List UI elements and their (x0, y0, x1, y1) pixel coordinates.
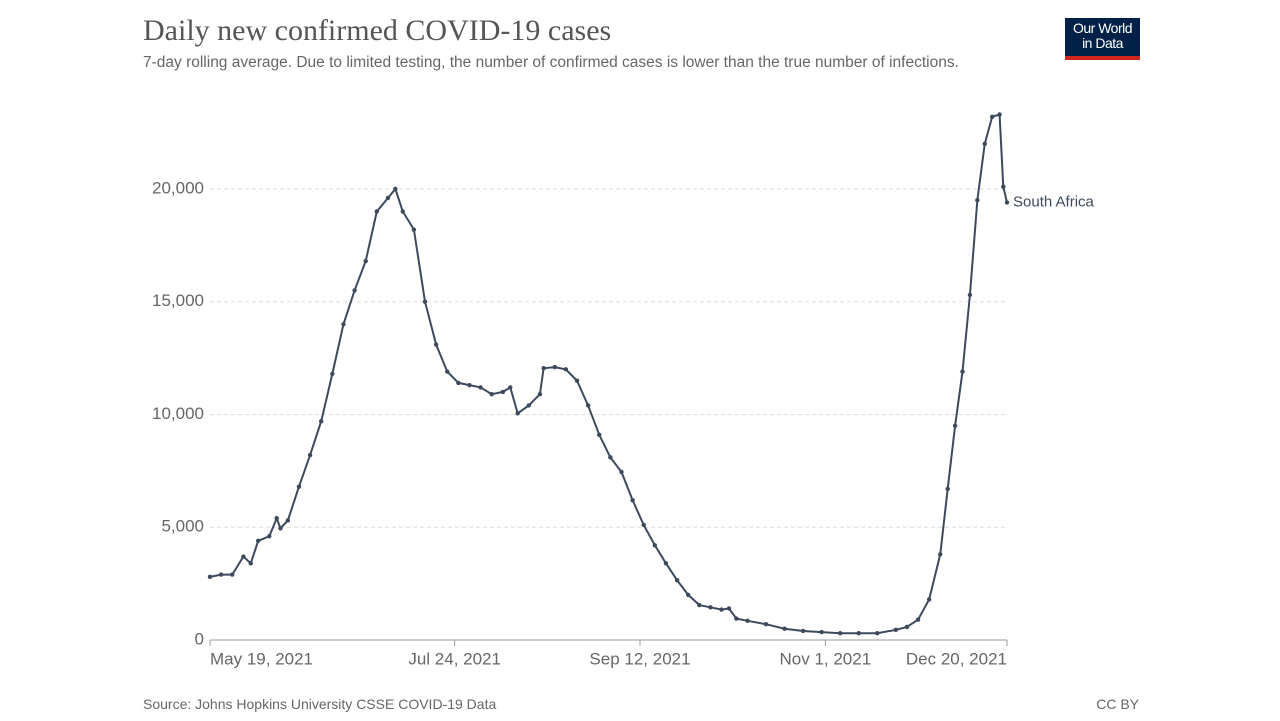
point (997, 112, 1002, 117)
point (433, 342, 439, 347)
point (285, 518, 291, 523)
point (374, 209, 380, 214)
point (734, 616, 739, 621)
point (630, 497, 635, 503)
point (278, 526, 283, 531)
line (209, 113, 1008, 635)
logo: Our World in Data (1065, 18, 1140, 60)
point (837, 631, 843, 636)
point (1004, 200, 1010, 205)
x-tick-label: Nov 1, 2021 (780, 649, 872, 668)
y-tick-label: 20,000 (152, 178, 204, 197)
point (926, 597, 932, 602)
point (352, 288, 357, 293)
point (856, 631, 861, 636)
chart-title: Daily new confirmed COVID-19 cases (143, 14, 612, 47)
point (319, 419, 324, 424)
point (274, 516, 279, 521)
point (248, 561, 253, 566)
point (697, 602, 702, 608)
point (467, 382, 472, 388)
point (411, 227, 417, 232)
point (967, 292, 973, 298)
point (585, 403, 591, 408)
logo-line: Our World (1072, 20, 1133, 36)
y-tick-label: 15,000 (152, 291, 204, 310)
point (526, 403, 531, 408)
x-tick-label: Sep 12, 2021 (589, 649, 690, 668)
point (708, 605, 713, 610)
point (563, 367, 569, 372)
point (597, 432, 602, 437)
point (800, 628, 806, 634)
point (255, 538, 261, 543)
point (719, 607, 724, 612)
point (363, 258, 368, 264)
point (230, 572, 235, 577)
point (445, 369, 450, 374)
point (296, 484, 302, 489)
point (960, 369, 965, 374)
point (574, 378, 580, 383)
series-label: South Africa (1013, 193, 1095, 210)
point (552, 364, 557, 370)
point (875, 631, 880, 636)
point (686, 592, 691, 598)
y-tick-label: 5,000 (161, 517, 204, 536)
x-tick-label: Jul 24, 2021 (408, 649, 501, 668)
point (945, 486, 950, 492)
point (330, 371, 335, 377)
point (641, 522, 646, 528)
license: CC BY (1096, 696, 1139, 712)
point (652, 543, 658, 548)
point (663, 561, 669, 566)
point (938, 552, 943, 557)
point (975, 198, 980, 203)
point (541, 366, 546, 371)
point (207, 574, 213, 580)
point (915, 617, 921, 622)
point (515, 411, 520, 416)
point (619, 469, 624, 475)
point (393, 186, 398, 192)
x-tick-label: May 19, 2021 (210, 649, 313, 668)
point (982, 141, 987, 147)
point (267, 534, 272, 539)
point (341, 322, 346, 327)
point (400, 209, 405, 214)
chart: 0 5,000 10,000 15,000 20,000 May 19, 2021 Jul … (152, 112, 1095, 668)
y-tick-label: 10,000 (152, 404, 204, 423)
point (989, 114, 995, 119)
point (489, 391, 494, 397)
y-tick-label: 0 (195, 629, 204, 648)
point (537, 391, 543, 397)
point (608, 455, 613, 460)
point (385, 195, 391, 201)
point (763, 622, 769, 627)
point (241, 554, 246, 559)
x-tick-label: Dec 20, 2021 (906, 649, 1007, 668)
point (218, 572, 224, 577)
point (904, 624, 910, 630)
logo-line: in Data (1082, 35, 1123, 51)
chart-subtitle: 7-day rolling average. Due to limited te… (143, 54, 959, 71)
point (674, 578, 680, 583)
point (1001, 184, 1006, 189)
point (782, 626, 787, 631)
point (478, 385, 483, 390)
point (456, 380, 461, 386)
point (952, 423, 958, 428)
point (307, 452, 313, 458)
point (819, 629, 824, 635)
source: Source: Johns Hopkins University CSSE CO… (143, 696, 497, 712)
point (500, 389, 506, 395)
point (422, 299, 428, 304)
point (508, 385, 513, 390)
point (745, 618, 750, 624)
point (893, 627, 898, 633)
point (726, 606, 732, 611)
